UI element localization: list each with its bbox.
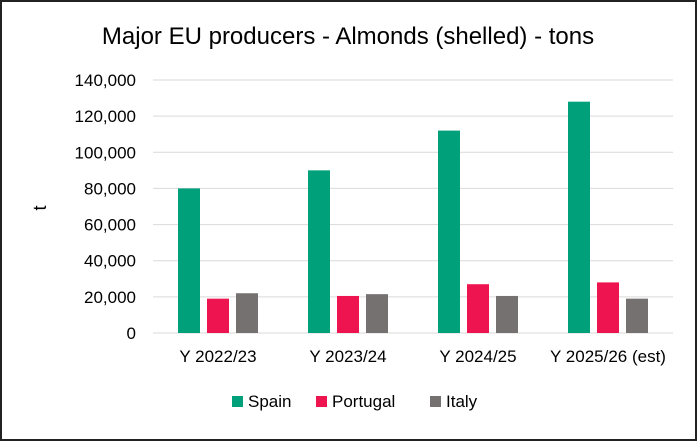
bar-italy-3: [626, 298, 648, 333]
y-tick-label: 60,000: [84, 216, 136, 235]
x-tick-label: Y 2022/23: [179, 347, 256, 366]
legend-swatch-spain: [232, 396, 243, 407]
y-tick-label: 80,000: [84, 179, 136, 198]
chart-title: Major EU producers - Almonds (shelled) -…: [102, 23, 594, 50]
legend-label-portugal: Portugal: [332, 392, 395, 411]
bar-spain-1: [308, 170, 330, 333]
y-tick-label: 100,000: [75, 143, 136, 162]
x-tick-label: Y 2025/26 (est): [550, 347, 666, 366]
bar-italy-0: [236, 293, 258, 333]
bar-portugal-3: [597, 282, 619, 333]
bars: [178, 101, 648, 333]
y-tick-label: 20,000: [84, 288, 136, 307]
bar-portugal-2: [467, 284, 489, 333]
legend-label-spain: Spain: [248, 392, 291, 411]
x-tick-label: Y 2023/24: [309, 347, 386, 366]
y-tick-label: 120,000: [75, 107, 136, 126]
bar-italy-2: [496, 295, 518, 333]
gridlines: [153, 79, 673, 334]
bar-spain-3: [568, 101, 590, 333]
legend-swatch-italy: [430, 396, 441, 407]
y-tick-label: 140,000: [75, 71, 136, 90]
bar-portugal-0: [207, 298, 229, 333]
bar-italy-1: [366, 294, 388, 333]
legend-swatch-portugal: [316, 396, 327, 407]
legend: Spain Portugal Italy: [232, 392, 478, 411]
y-tick-label: 0: [127, 324, 136, 343]
bar-spain-0: [178, 188, 200, 333]
bar-portugal-1: [337, 295, 359, 333]
legend-label-italy: Italy: [446, 392, 478, 411]
bar-spain-2: [438, 130, 460, 333]
x-tick-labels: Y 2022/23 Y 2023/24 Y 2024/25 Y 2025/26 (es…: [179, 347, 666, 366]
y-tick-label: 40,000: [84, 252, 136, 271]
x-tick-label: Y 2024/25: [439, 347, 516, 366]
y-tick-labels: 0 20,000 40,000 60,000 80,000 100,000 120,000 1…: [75, 71, 136, 343]
y-axis-label: t: [30, 205, 50, 210]
